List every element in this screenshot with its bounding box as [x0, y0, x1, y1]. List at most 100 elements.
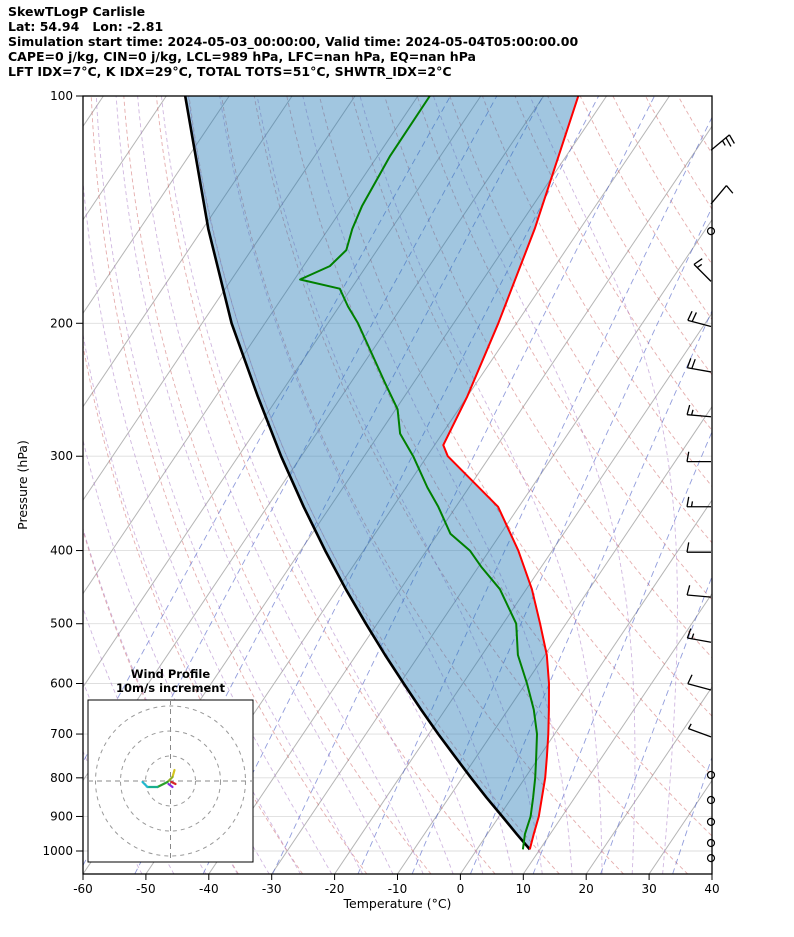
isotherm [83, 96, 293, 408]
dry-adiabat [514, 96, 712, 432]
wind-barb-feather [691, 358, 696, 369]
wind-barb-feather [686, 358, 692, 368]
y-tick-label: 600 [50, 677, 73, 691]
calm-wind-circle [706, 838, 716, 848]
wind-barb-staff [687, 367, 712, 373]
wind-barb-staff [687, 319, 712, 328]
wind-barb-staff [693, 263, 712, 282]
wind-barb-half-feather [690, 501, 694, 507]
moist-adiabat [359, 96, 603, 874]
wind-barb-half-feather [690, 409, 694, 416]
x-tick-label: 10 [516, 882, 531, 896]
moist-adiabat [137, 96, 424, 874]
isotherm [397, 405, 712, 874]
wind-barb-feather [686, 628, 692, 639]
hodograph-ring [120, 730, 221, 832]
wind-barb-feather [686, 585, 691, 596]
wind-barb-half-feather [687, 723, 692, 729]
mixing-ratio-line [532, 430, 712, 874]
x-tick-label: 20 [579, 882, 594, 896]
wind-barb-feather [687, 310, 693, 321]
calm-wind-circle [706, 854, 716, 863]
wind-barb-feather [686, 496, 690, 507]
profile-curves [183, 96, 580, 851]
dry-adiabat [286, 96, 712, 837]
y-tick-label: 800 [50, 771, 73, 785]
wind-barb-feather [725, 185, 734, 194]
mixing-ratio-line [83, 96, 451, 763]
isotherm [83, 96, 419, 595]
x-tick-label: 30 [641, 882, 656, 896]
isotherm [271, 218, 712, 874]
time-line: Simulation start time: 2024-05-03_00:00:… [8, 34, 579, 49]
y-tick-label: 1000 [42, 844, 73, 858]
isotherm [83, 96, 230, 315]
moist-adiabat [302, 96, 573, 874]
axis-ticks: -60 -50 -40 -30 -20 -10 0 10 20 30 40 100 200 300 400 5… [42, 89, 719, 896]
dry-adiabat [481, 96, 712, 488]
mixing-ratio-line [272, 96, 655, 874]
dry-adiabat [384, 96, 712, 659]
dry-adiabat [155, 96, 496, 874]
hodograph-trace-segment [141, 780, 149, 789]
wind-barb-staff [710, 134, 730, 151]
mixing-ratio-line [600, 575, 712, 874]
wind-barb-feather [686, 542, 690, 553]
wind-barb-staff [688, 728, 712, 738]
wind-barb-half-feather [721, 140, 726, 146]
hodograph-ring [95, 705, 246, 857]
dry-adiabat [318, 96, 712, 777]
dry-adiabat [612, 96, 712, 265]
hodograph-trace-segment [170, 780, 177, 786]
hodograph-trace-segment [156, 780, 169, 789]
wind-barb-feather [725, 137, 732, 147]
wind-barb-staff [687, 637, 712, 643]
hodograph-trace-segment [171, 768, 176, 779]
calm-wind-circle [706, 795, 716, 805]
dry-adiabat [123, 96, 432, 874]
moist-adiabat [529, 96, 678, 874]
x-tick-label: -40 [199, 882, 219, 896]
mixing-ratio-line [202, 96, 599, 874]
y-tick-label: 900 [50, 809, 73, 823]
wind-barb-staff [687, 683, 712, 691]
dry-adiabat [579, 96, 712, 321]
hodograph-trace-segment [166, 775, 174, 784]
x-tick-label: -60 [73, 882, 93, 896]
y-tick-label: 100 [50, 89, 73, 103]
moist-adiabat [83, 332, 301, 874]
dry-adiabat [351, 96, 712, 717]
calm-wind-circle [706, 770, 716, 780]
moist-adiabat [160, 96, 454, 874]
dry-adiabat [677, 96, 712, 155]
dry-adiabat [645, 96, 712, 210]
wind-barb-feather [686, 404, 691, 415]
dry-adiabat [221, 96, 624, 874]
mixing-ratio-line [83, 96, 498, 867]
isotherm [83, 96, 356, 502]
calm-wind-circle [706, 817, 716, 826]
y-tick-label: 500 [50, 617, 73, 631]
hodograph-ring [145, 755, 196, 807]
dry-adiabat [253, 96, 689, 874]
mixing-ratio-line [672, 756, 712, 874]
dry-adiabat [547, 96, 712, 376]
dry-adiabat [90, 96, 368, 874]
calm-wind-circle [706, 227, 716, 236]
mixing-ratio-line [357, 116, 712, 874]
isotherm [648, 779, 712, 874]
moist-adiabat [95, 96, 363, 874]
mixing-ratio-lines [83, 96, 712, 874]
x-tick-label: 40 [704, 882, 719, 896]
x-tick-label: -20 [325, 882, 345, 896]
wind-barb-feather [728, 134, 735, 144]
dry-adiabat [449, 96, 712, 544]
isotherm [585, 686, 712, 874]
dry-adiabat [188, 96, 560, 874]
y-axis-label: Pressure (hPa) [15, 440, 30, 530]
wind-barb-staff [710, 185, 727, 205]
x-tick-label: -10 [388, 882, 408, 896]
moist-adiabat [432, 96, 636, 874]
